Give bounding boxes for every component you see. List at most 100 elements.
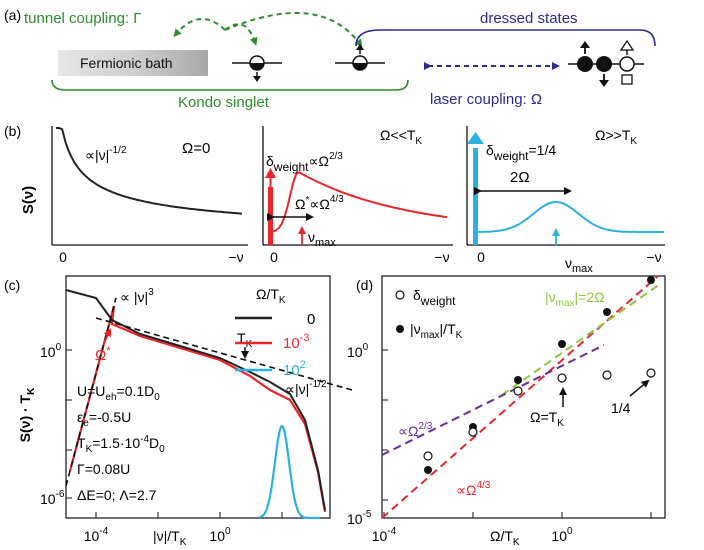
d-point-delta (513, 386, 523, 396)
d-ytick-2: 10-5 (347, 509, 372, 527)
b3-tick-nu: −ν (646, 249, 661, 265)
b1-tick-zero: 0 (59, 249, 67, 265)
panel-b-label: (b) (4, 123, 21, 139)
b3-numax: νmax (565, 255, 593, 275)
b2-delta: δweight∝Ω2/3 (266, 151, 343, 174)
c-legend-label-0: 0 (307, 311, 315, 328)
b3-delta: δweight=1/4 (486, 142, 556, 163)
c-omega-star-arrow (103, 328, 112, 344)
b1-omega: Ω=0 (182, 140, 210, 157)
panel-a: (a) tunnel coupling: Γ dressed states Fe… (4, 7, 656, 111)
d-quarter: 1/4 (611, 400, 631, 416)
d-points (423, 276, 656, 474)
dressed-electron-1-icon (577, 56, 593, 72)
d-point-numax (647, 276, 655, 284)
dressed-states-label: dressed states (480, 10, 578, 27)
d-axes (381, 275, 666, 519)
c-ytick-1: 100 (40, 342, 62, 360)
c-ylabel: S(ν) · TK (17, 387, 37, 442)
panel-d: (d) Ω/TK 10-4 100 100 10-5 δweight |νmax… (347, 275, 666, 548)
c-param-3: TK=1.5·10-4D0 (77, 434, 165, 455)
d-xlabel: Ω/TK (490, 528, 520, 548)
b1-tick-nu: −ν (228, 249, 243, 265)
d-point-delta (602, 370, 612, 380)
b3-tick-zero: 0 (477, 249, 485, 265)
d-ytick-1: 100 (347, 342, 369, 360)
b1-curve (56, 127, 243, 215)
c-curve-cyan (259, 424, 320, 520)
bath-label: Fermionic bath (80, 55, 173, 71)
b3-curve (478, 200, 664, 233)
d-point-delta (423, 451, 433, 461)
c-param-2: εe=-0.5U (77, 409, 131, 429)
b2-title: Ω<<TK (380, 127, 422, 147)
d-legend-filled: |νmax|/TK (410, 321, 463, 341)
d-point-delta (646, 368, 656, 378)
dressed-hole-icon (619, 56, 635, 72)
c-curve-black (65, 289, 326, 511)
d-point-numax (514, 376, 522, 384)
b3-two-omega: 2Ω (510, 169, 530, 186)
d-legend-open-marker (395, 290, 405, 300)
b1-annot: ∝|ν|-1/2 (85, 145, 127, 163)
b2-tick-zero: 0 (270, 249, 278, 265)
panel-b: (b) S(ν) ∝|ν|-1/2 Ω=0 0 −ν Ω<<TK δweight… (4, 123, 665, 275)
b3-title: Ω>>TK (595, 127, 637, 147)
d-omega-tk: Ω=TK (530, 409, 564, 429)
c-nu3-label: ∝ |ν|3 (120, 287, 154, 305)
panel-b-sub2: Ω<<TK δweight∝Ω2/3 Ω*∝Ω4/3 νmax 0 −ν (262, 126, 453, 265)
kondo-label: Kondo singlet (178, 94, 270, 111)
c-ytick-2: 10-6 (40, 489, 65, 507)
panel-d-label: (d) (356, 277, 373, 293)
b2-numax: νmax (308, 229, 336, 249)
c-nu12-dashed (95, 317, 353, 391)
d-quarter-arrow (629, 379, 650, 397)
tunnel-coupling-label: tunnel coupling: Γ (24, 10, 142, 27)
c-param-4: Γ=0.08U (77, 461, 130, 477)
d-xtick-2: 100 (551, 526, 573, 544)
d-numax-rel: |νmax|=2Ω (545, 289, 605, 309)
c-legend: Ω/TK 0 10-3 102 (235, 286, 315, 379)
c-omega-star: Ω* (95, 345, 111, 364)
c-legend-title: Ω/TK (256, 286, 286, 306)
tunnel-arc-right (224, 12, 363, 48)
c-legend-label-2: 102 (283, 359, 306, 379)
panel-a-label: (a) (4, 7, 21, 23)
panel-b-sub1: ∝|ν|-1/2 Ω=0 0 −ν (51, 126, 248, 265)
d-legend-filled-marker (396, 325, 404, 333)
dressed-bracket (355, 29, 656, 47)
d-point-numax (603, 308, 611, 316)
panel-b-ylabel: S(ν) (20, 186, 37, 214)
kondo-bracket (51, 79, 409, 91)
c-param-5: ΔE=0; Λ=2.7 (77, 487, 157, 503)
d-purple-fit (381, 344, 605, 456)
panel-c: (c) S(ν) · TK |ν|/TK 10-4 100 100 10-6 ∝… (4, 275, 353, 548)
panel-b-sub3: δweight=1/4 Ω>>TK 2Ω νmax 0 −ν (466, 126, 665, 275)
d-xtick-1: 10-4 (372, 526, 397, 544)
d-point-delta (468, 427, 478, 437)
c-xlabel: |ν|/TK (153, 528, 187, 548)
d-point-delta (557, 373, 567, 383)
c-legend-label-1: 10-3 (283, 332, 309, 352)
b2-tick-nu: −ν (434, 249, 449, 265)
d-point-numax (558, 340, 566, 348)
c-axes (65, 275, 331, 519)
d-omega23: ∝Ω2/3 (398, 421, 433, 439)
c-tk-label: TK (237, 330, 253, 350)
c-params: U=Ueh=0.1D0 εe=-0.5U TK=1.5·10-4D0 Γ=0.0… (77, 383, 165, 503)
d-legend-open: δweight (413, 287, 456, 308)
fermionic-bath (58, 50, 208, 76)
c-xtick-2: 100 (209, 526, 231, 544)
panel-c-label: (c) (4, 277, 20, 293)
c-param-1: U=Ueh=0.1D0 (77, 383, 160, 403)
d-point-numax (424, 466, 432, 474)
d-green-fit (501, 283, 661, 396)
c-xtick-1: 10-4 (84, 526, 109, 544)
c-nu12-label: ∝|ν|-1/2 (285, 379, 327, 397)
b3-delta-bar (473, 148, 478, 245)
c-tick-marks (66, 349, 283, 518)
d-red-fit (381, 275, 659, 519)
d-omega43: ∝Ω4/3 (456, 480, 491, 498)
tunnel-arc-left (173, 17, 226, 38)
